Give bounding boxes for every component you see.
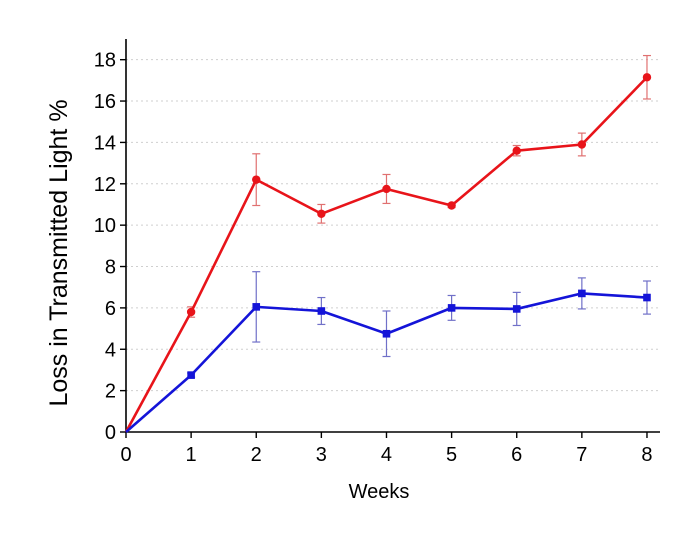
x-tick-label-7: 7	[576, 444, 587, 466]
data-point-s1-2	[252, 303, 261, 311]
data-point-s0-5	[447, 201, 456, 210]
data-point-s1-5	[447, 304, 456, 312]
data-point-s1-6	[512, 305, 521, 313]
data-point-s0-7	[577, 140, 587, 149]
x-tick-label-2: 2	[251, 444, 262, 466]
x-tick-label-0: 0	[120, 444, 131, 466]
error-bars	[187, 54, 651, 378]
y-tick-label-0: 0	[105, 422, 116, 444]
x-tick-label-1: 1	[186, 444, 197, 466]
data-point-s0-8	[642, 73, 652, 82]
axes	[120, 39, 660, 438]
x-tick-label-3: 3	[316, 444, 327, 466]
data-point-s1-4	[382, 329, 391, 338]
y-tick-label-18: 18	[94, 50, 116, 72]
y-tick-label-4: 4	[105, 339, 116, 361]
gridlines	[126, 59, 660, 392]
y-tick-label-2: 2	[105, 381, 116, 403]
y-tick-label-8: 8	[105, 257, 116, 279]
series-lines	[124, 76, 648, 433]
y-tick-label-6: 6	[105, 298, 116, 320]
data-point-s0-4	[382, 184, 391, 194]
y-tick-label-16: 16	[94, 91, 116, 113]
y-tick-label-12: 12	[94, 174, 116, 196]
data-point-s0-2	[252, 175, 261, 184]
data-point-s0-1	[186, 307, 196, 317]
y-axis-title: Loss in Transmitted Light %	[45, 99, 73, 406]
y-tick-label-14: 14	[94, 132, 116, 154]
data-point-s0-6	[512, 146, 521, 155]
y-tick-label-10: 10	[94, 215, 116, 237]
data-point-s1-8	[643, 293, 651, 302]
x-tick-label-5: 5	[446, 444, 457, 466]
data-point-s1-3	[317, 307, 326, 315]
data-point-s1-7	[578, 289, 586, 298]
series-line-0	[124, 76, 648, 433]
x-tick-label-8: 8	[641, 444, 652, 466]
data-point-s1-1	[187, 371, 195, 379]
series-markers	[186, 73, 652, 379]
x-tick-label-6: 6	[511, 444, 522, 466]
data-point-s0-3	[317, 209, 326, 218]
x-tick-label-4: 4	[381, 444, 392, 466]
x-axis-title: Weeks	[349, 481, 410, 503]
